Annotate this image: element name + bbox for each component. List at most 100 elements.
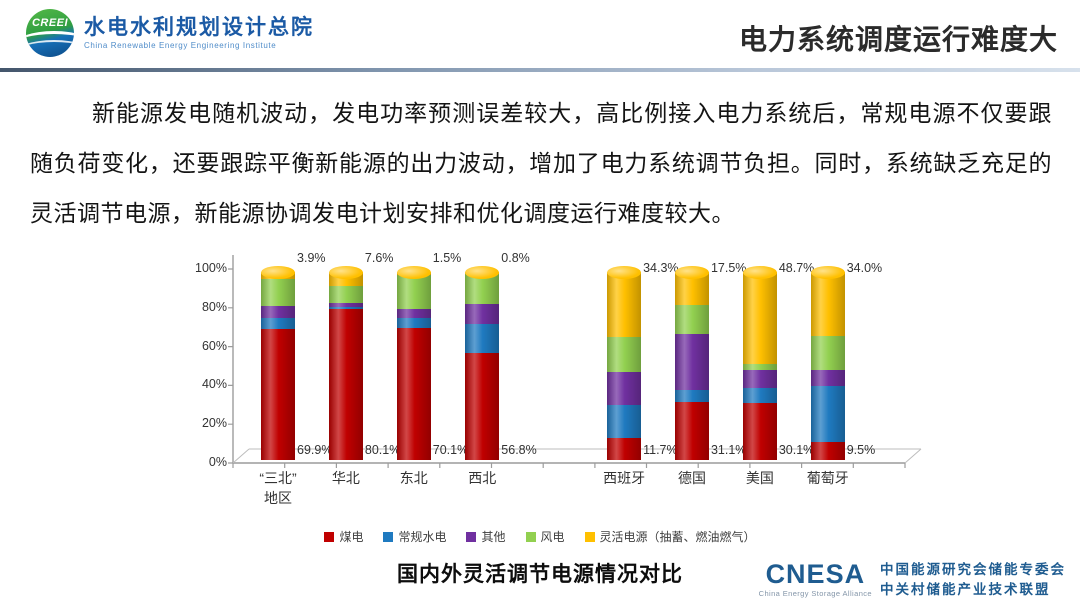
bar-segment-常规水电 (607, 405, 642, 439)
bar-top-cap (396, 266, 431, 280)
bar-segment-其他 (810, 369, 845, 386)
chart-caption: 国内外灵活调节电源情况对比 (397, 563, 683, 586)
bar-2 (328, 266, 363, 460)
bar-segment-灵活电源（抽蓄、燃油燃气） (742, 272, 777, 364)
bar-segment-灵活电源（抽蓄、燃油燃气） (607, 272, 642, 337)
bottom-data-label: 30.1% (778, 443, 815, 457)
bar-segment-其他 (607, 372, 642, 406)
bar-segment-其他 (328, 303, 363, 307)
bar-segment-其他 (261, 306, 296, 319)
bar-top-cap (810, 266, 845, 280)
bottom-data-label: 56.8% (501, 443, 537, 457)
bottom-data-label: 31.1% (710, 443, 747, 457)
legend-swatch-icon (584, 531, 595, 542)
legend-label: 其他 (481, 530, 506, 544)
bar-4 (465, 266, 500, 460)
top-data-label: 3.9% (297, 251, 326, 265)
x-axis-category-label: 美国 (745, 470, 774, 486)
legend-label: 风电 (540, 530, 565, 544)
top-data-label: 34.0% (846, 261, 883, 275)
bar-5 (607, 266, 642, 460)
bar-segment-风电 (328, 286, 363, 304)
header: CREEI 水电水利规划设计总院 China Renewable Energy … (0, 0, 1080, 68)
bar-segment-风电 (261, 279, 296, 307)
bar-segment-常规水电 (396, 318, 431, 329)
body-paragraph: 新能源发电随机波动，发电功率预测误差较大，高比例接入电力系统后，常规电源不仅要跟… (30, 100, 1052, 226)
alliance-names: 中国能源研究会储能专委会 中关村储能产业技术联盟 (880, 560, 1066, 601)
legend-item-其他: 其他 (466, 528, 506, 545)
bar-segment-常规水电 (674, 390, 709, 402)
legend-label: 常规水电 (398, 530, 447, 544)
bottom-data-label: 80.1% (364, 443, 401, 457)
org-name-block: 水电水利规划设计总院 China Renewable Energy Engine… (84, 16, 314, 50)
chart-legend: 煤电 常规水电 其他 风电 灵活电源（抽蓄、燃油燃气） (0, 528, 1080, 545)
bar-top-cap (328, 266, 363, 280)
legend-swatch-icon (525, 531, 536, 542)
page-title: 电力系统调度运行难度大 (738, 24, 1058, 55)
bar-segment-灵活电源（抽蓄、燃油燃气） (810, 272, 845, 336)
bar-6 (674, 266, 709, 460)
legend-label: 煤电 (339, 530, 364, 544)
top-data-label: 34.3% (643, 261, 679, 275)
bar-segment-煤电 (261, 328, 296, 460)
x-axis-category-label: 西班牙 (603, 470, 646, 486)
bar-top-cap (742, 266, 777, 280)
creei-acronym: CREEI (31, 17, 69, 29)
bottom-data-label: 11.7% (643, 443, 678, 457)
bar-1 (261, 266, 296, 460)
x-axis-category-label: 东北 (399, 470, 428, 486)
org-name-cn: 水电水利规划设计总院 (84, 15, 314, 39)
bar-7 (742, 266, 777, 460)
bar-segment-煤电 (674, 401, 709, 460)
y-axis-tick-label: 80% (201, 299, 227, 314)
legend-label: 灵活电源（抽蓄、燃油燃气） (599, 530, 756, 544)
x-axis-category-label: 德国 (677, 470, 706, 486)
bottom-data-label: 9.5% (846, 443, 876, 457)
bottom-data-label: 69.9% (297, 443, 333, 457)
cnesa-wordmark: CNESA (765, 559, 866, 590)
x-axis-category-label: “三北” 地区 (259, 470, 297, 506)
legend-swatch-icon (324, 531, 335, 542)
bar-top-cap (607, 266, 642, 280)
bar-top-cap (261, 266, 296, 280)
bar-segment-常规水电 (742, 387, 777, 404)
alliance-line-2: 中关村储能产业技术联盟 (880, 581, 1051, 597)
y-axis-tick-label: 40% (201, 377, 227, 392)
bar-3 (396, 266, 431, 460)
x-axis-category-label: 葡萄牙 (806, 470, 849, 486)
bar-segment-常规水电 (810, 385, 845, 443)
x-axis-category-label: 西北 (468, 470, 497, 486)
wave-icon (26, 31, 74, 57)
top-data-label: 48.7% (778, 261, 815, 275)
y-axis-tick-label: 60% (201, 338, 227, 353)
bar-segment-煤电 (810, 442, 845, 460)
bar-segment-煤电 (465, 353, 500, 460)
footer: CNESA China Energy Storage Alliance 中国能源… (759, 560, 1066, 601)
axis-lines (228, 255, 922, 468)
y-axis-tick-label: 100% (195, 261, 227, 275)
top-data-label: 1.5% (432, 251, 462, 265)
bar-segment-煤电 (396, 328, 431, 460)
bar-segment-煤电 (607, 438, 642, 460)
top-data-label: 0.8% (501, 251, 530, 265)
header-divider (0, 68, 1080, 72)
y-axis-tick-label: 0% (208, 455, 227, 469)
bar-segment-风电 (607, 336, 642, 373)
bar-segment-常规水电 (261, 318, 296, 329)
legend-item-常规水电: 常规水电 (383, 528, 446, 545)
legend-item-煤电: 煤电 (324, 528, 363, 545)
legend-swatch-icon (466, 531, 477, 542)
bar-segment-风电 (810, 335, 845, 370)
bar-8 (810, 266, 845, 460)
stacked-bar-chart: 3.9% 69.9% 7.6% 80.1% 1.5% 70.1% 0.8% 56.8% 34.3… (185, 245, 1005, 527)
bar-segment-其他 (465, 304, 500, 325)
top-data-label: 7.6% (364, 251, 394, 265)
bar-segment-风电 (742, 363, 777, 370)
bar-segment-常规水电 (465, 324, 500, 354)
creei-logo-icon: CREEI (26, 9, 74, 57)
bar-top-cap (465, 266, 500, 280)
legend-swatch-icon (383, 531, 394, 542)
legend-item-灵活电源（抽蓄、燃油燃气）: 灵活电源（抽蓄、燃油燃气） (584, 528, 756, 545)
bar-top-cap (674, 266, 709, 280)
x-axis-category-label: 华北 (331, 470, 360, 486)
